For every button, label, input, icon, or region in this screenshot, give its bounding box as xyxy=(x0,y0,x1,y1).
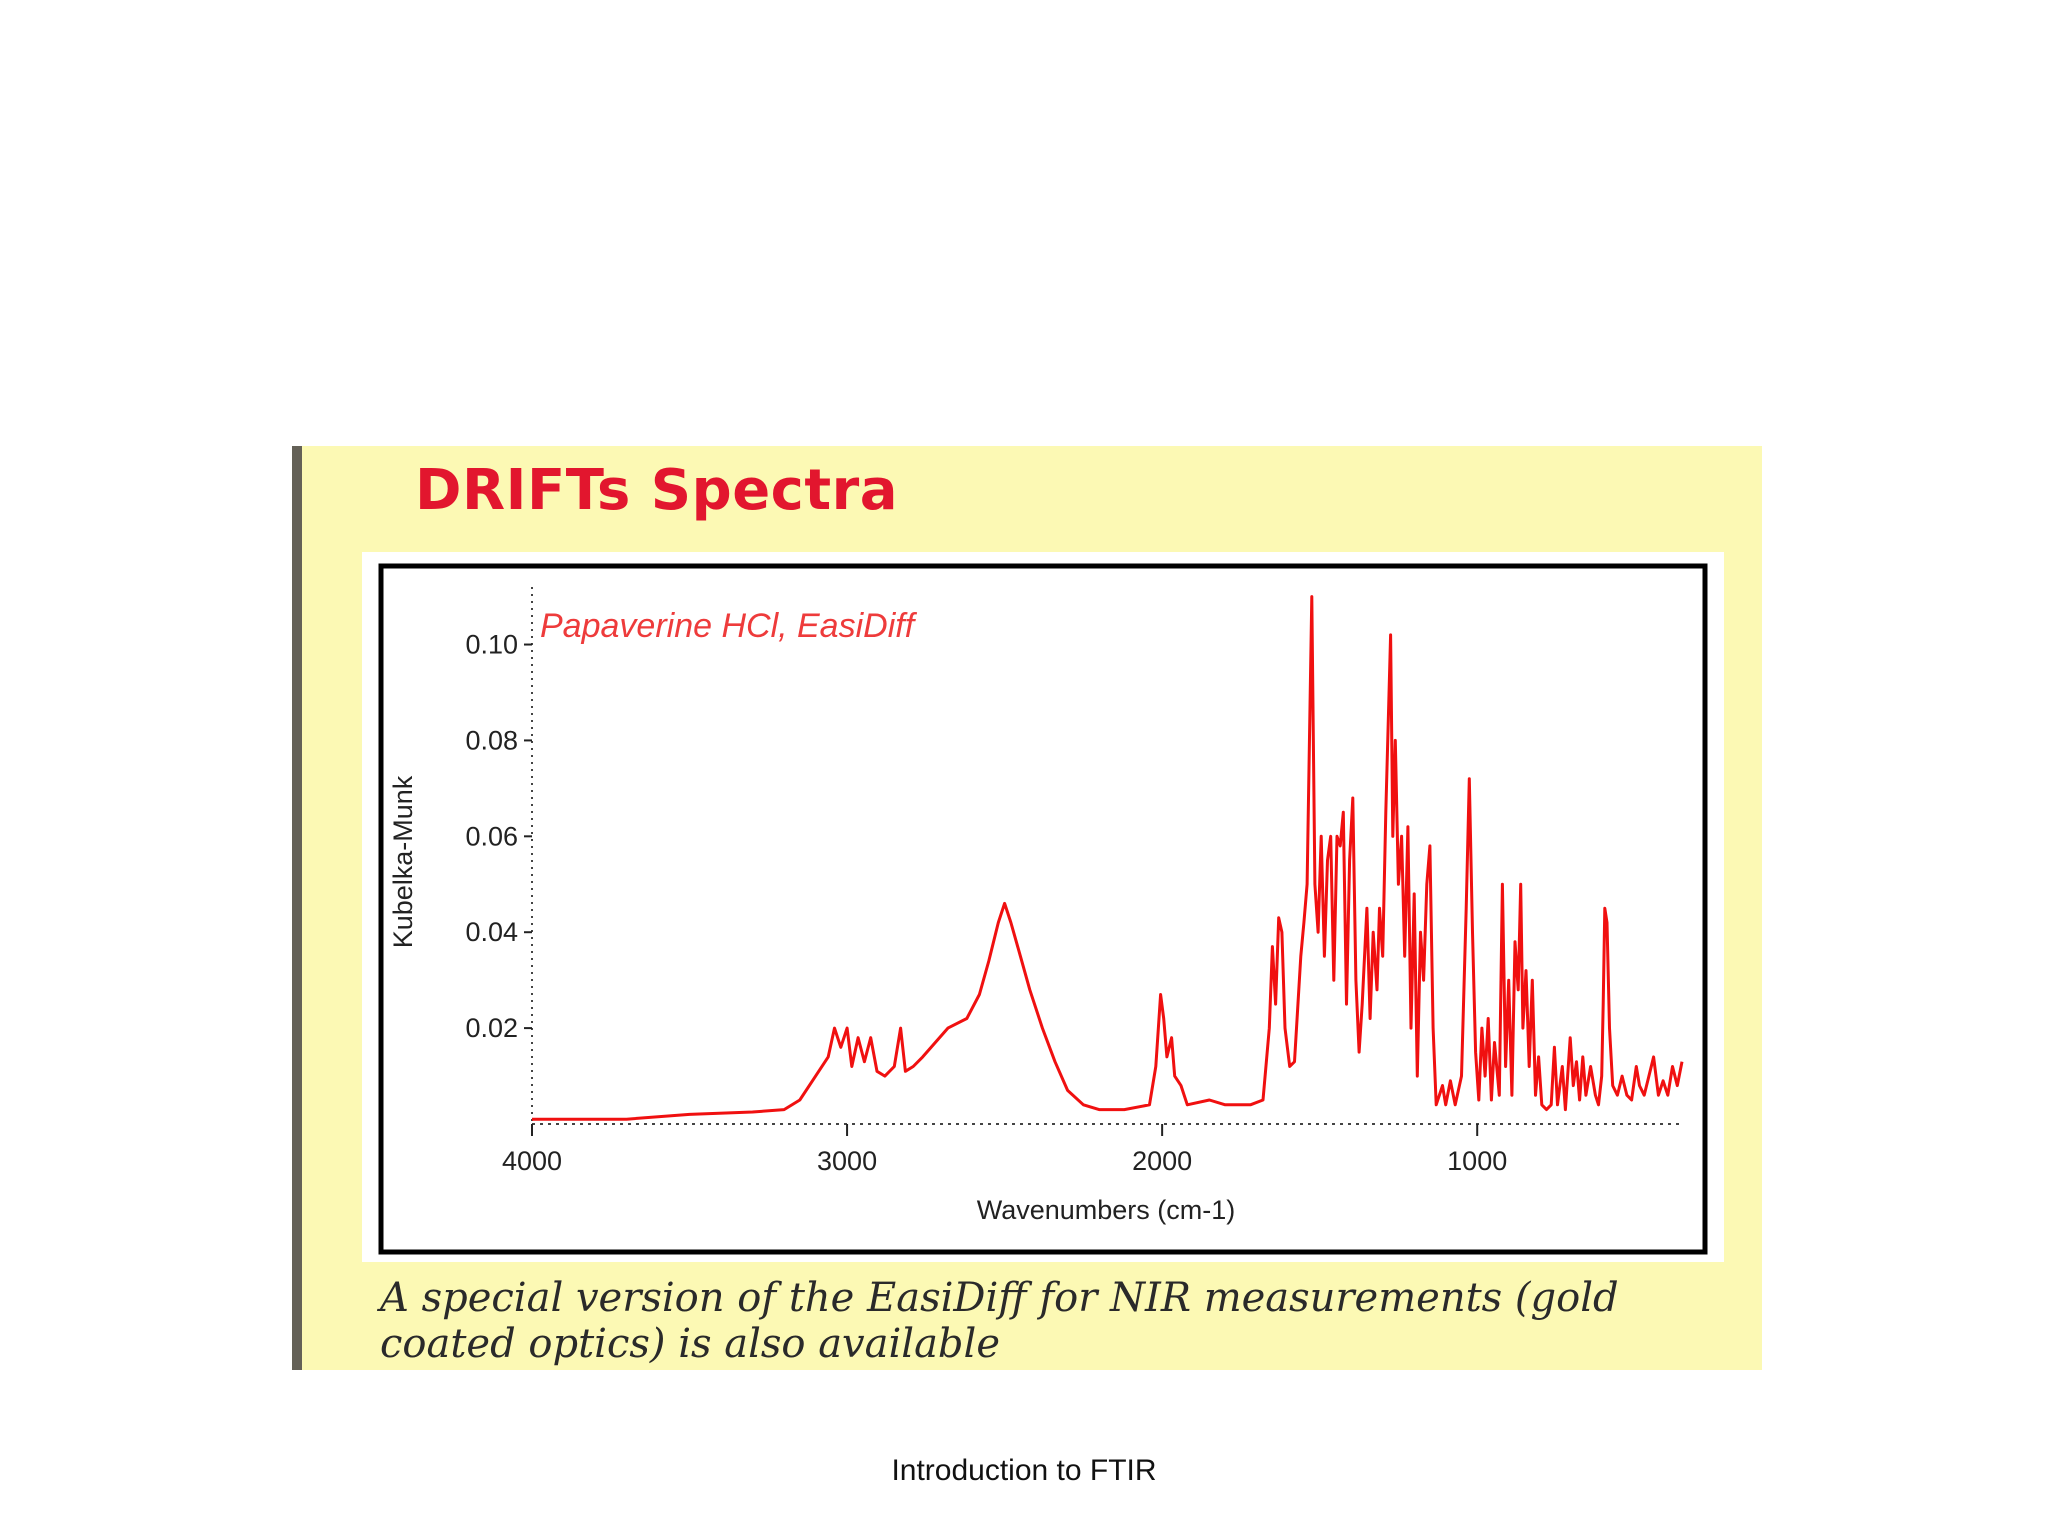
x-tick-label: 1000 xyxy=(1447,1146,1507,1176)
slide-title: DRIFTs Spectra xyxy=(415,458,899,523)
y-axis-ticks: 0.02 0.04 0.06 0.08 0.10 xyxy=(465,630,532,1043)
spectrum-annotation: Papaverine HCl, EasiDiff xyxy=(540,607,918,645)
x-tick-label: 2000 xyxy=(1132,1146,1192,1176)
x-axis-label: Wavenumbers (cm-1) xyxy=(977,1195,1236,1225)
chart-figure: 0.02 0.04 0.06 0.08 0.10 4000 3000 2000 1000 Pa… xyxy=(362,552,1724,1262)
chart-border xyxy=(378,563,1708,1255)
panel-left-bar xyxy=(292,446,302,1370)
y-axis-label: Kubelka-Munk xyxy=(388,775,418,948)
slide-footer: Introduction to FTIR xyxy=(891,1454,1157,1487)
y-tick-label: 0.02 xyxy=(465,1013,518,1043)
y-tick-label: 0.04 xyxy=(465,917,518,947)
slide-caption: A special version of the EasiDiff for NI… xyxy=(380,1275,1619,1367)
y-tick-label: 0.10 xyxy=(465,630,518,660)
y-tick-label: 0.06 xyxy=(465,821,518,851)
spectrum-chart: 0.02 0.04 0.06 0.08 0.10 4000 3000 2000 1000 Pa… xyxy=(378,563,1708,1255)
x-tick-label: 4000 xyxy=(502,1146,562,1176)
y-tick-label: 0.08 xyxy=(465,725,518,755)
spectrum-line xyxy=(532,595,1684,1121)
x-axis-ticks: 4000 3000 2000 1000 xyxy=(502,1124,1507,1176)
x-tick-label: 3000 xyxy=(817,1146,877,1176)
